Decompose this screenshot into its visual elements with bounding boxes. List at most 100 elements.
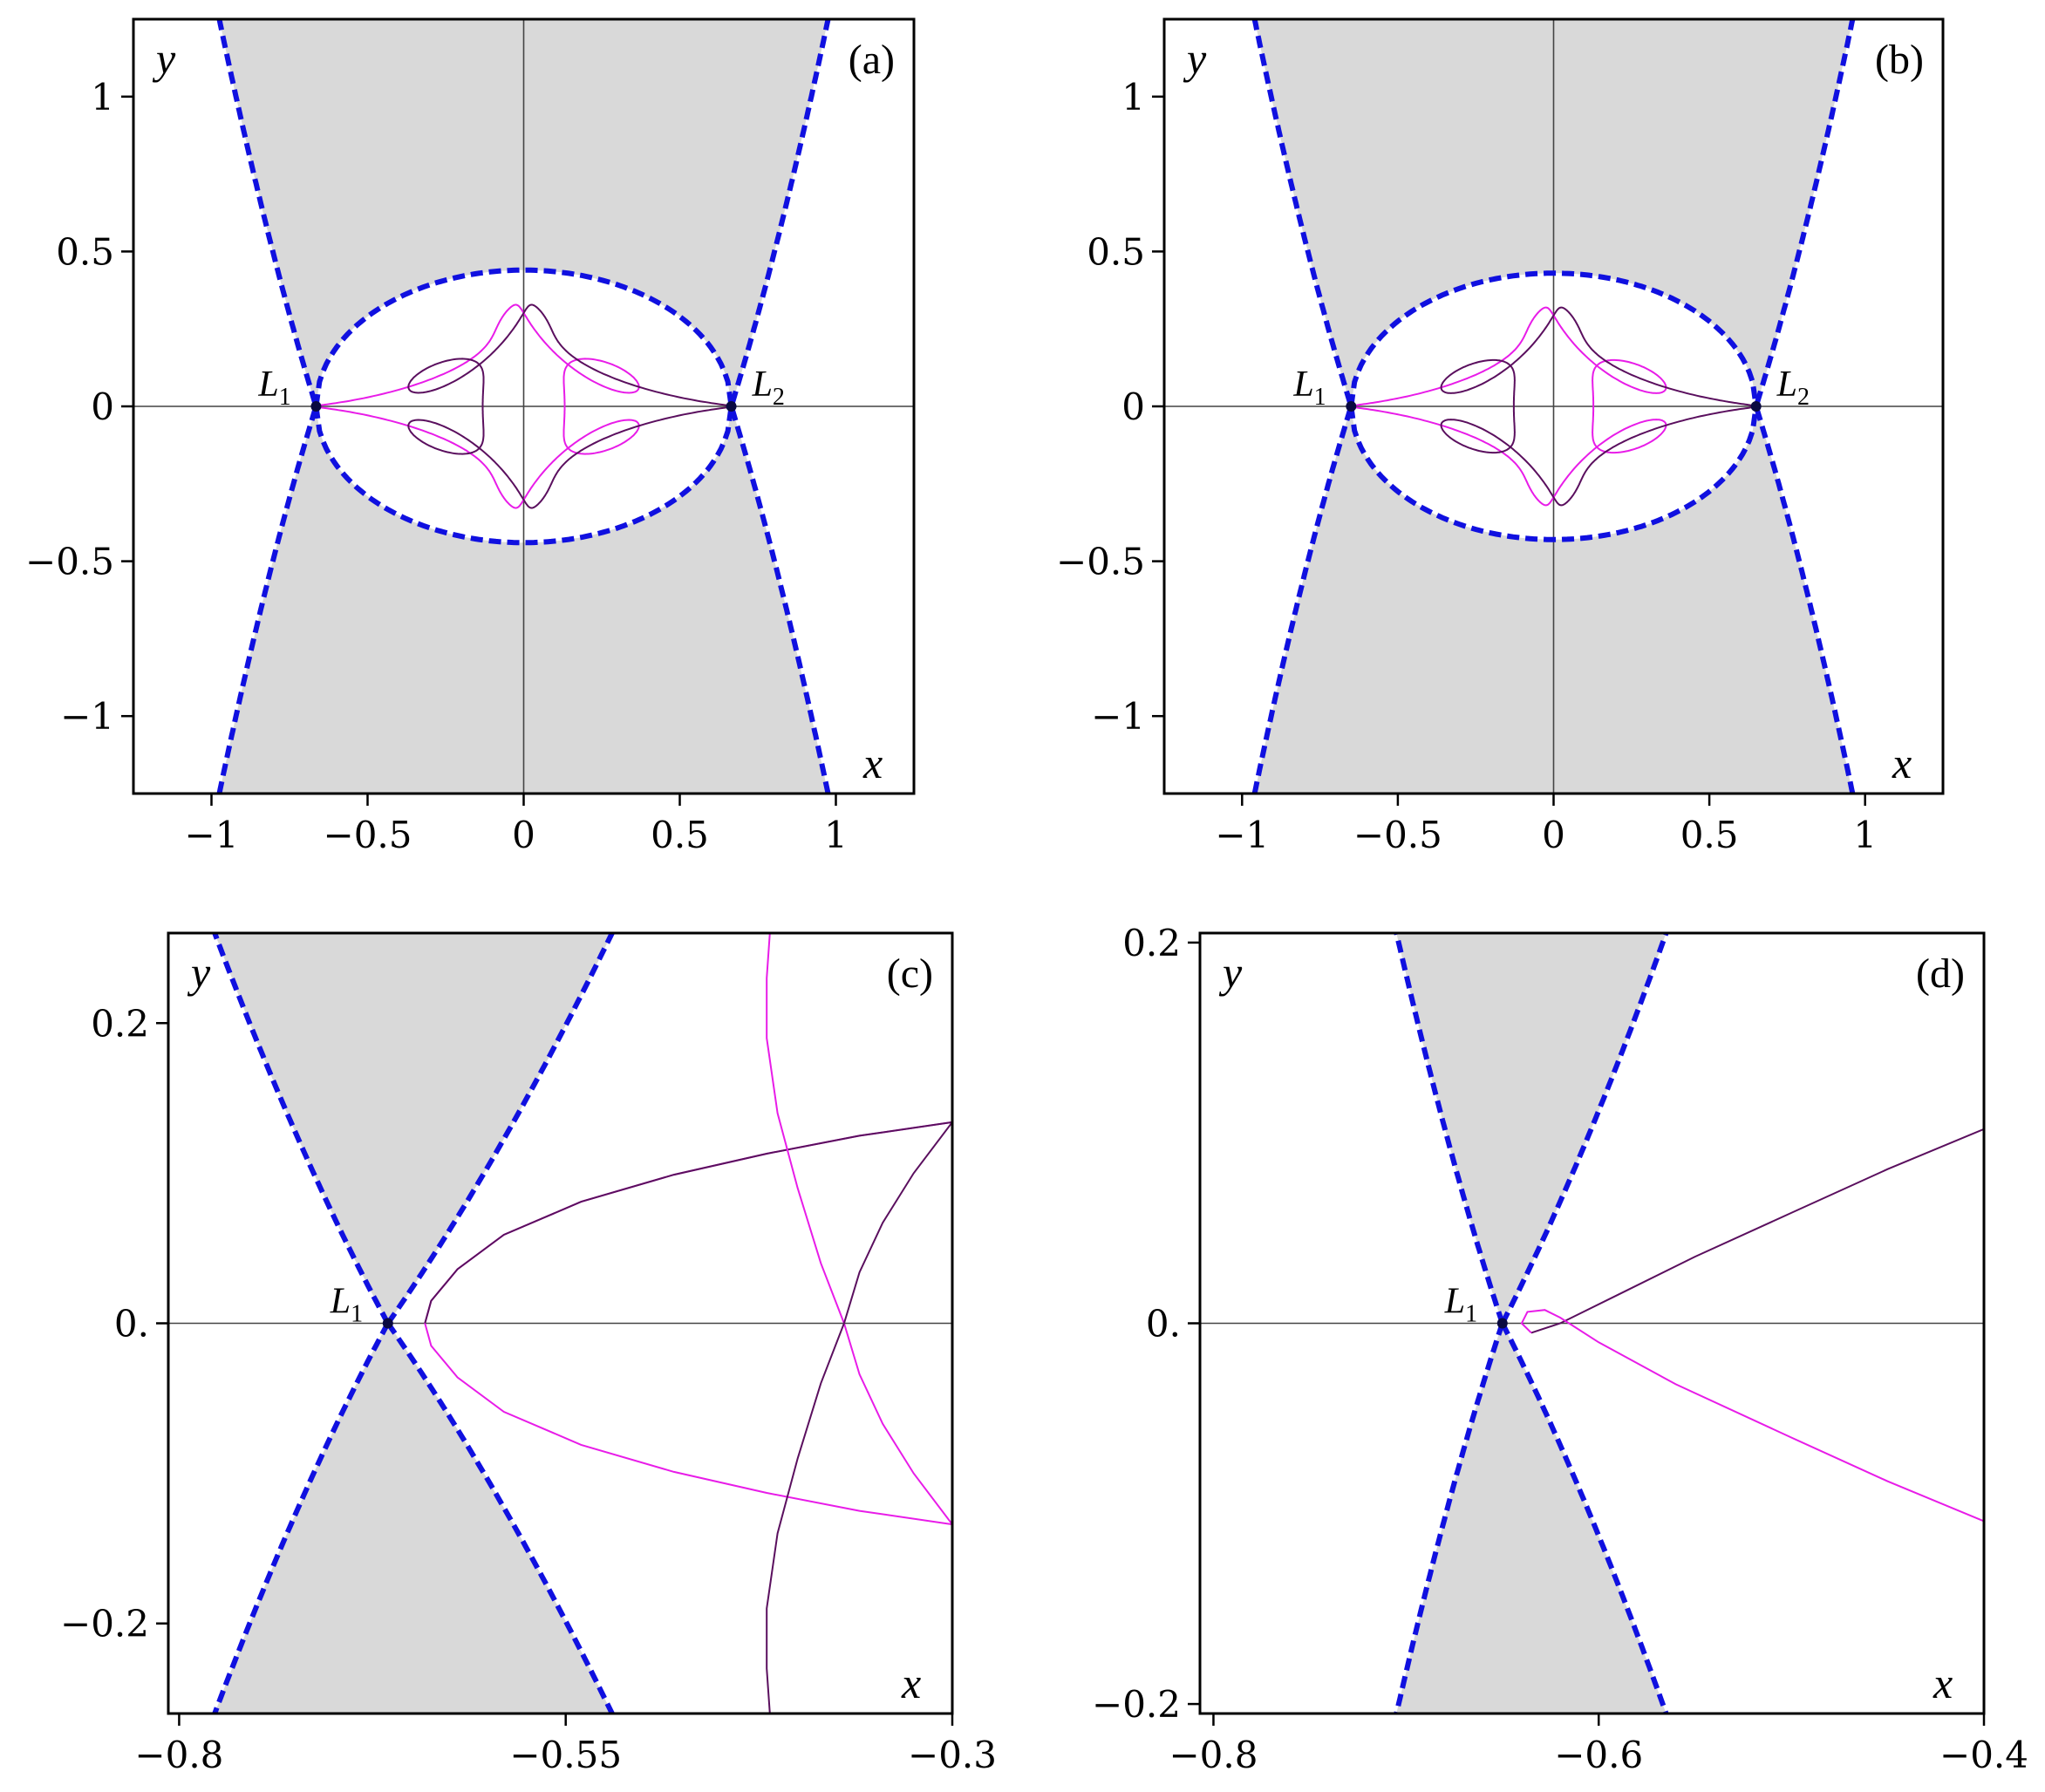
orbit-2 [407, 303, 733, 509]
zero-velocity-curve-1 [1394, 933, 1505, 1325]
orbit-1 [1530, 1128, 1984, 1334]
x-axis-label: x [862, 739, 883, 787]
y-tick-label: −0.2 [60, 1603, 149, 1646]
libration-point-L1 [382, 1318, 393, 1329]
panel-d: L1 −0.8 −0.6 −0.4 0.2 0. −0.2 y x (d) [1092, 922, 2028, 1776]
x-tick-label: 1 [824, 814, 848, 856]
x-axis-label: x [1892, 739, 1912, 787]
x-axis-label: x [1933, 1659, 1953, 1707]
panel-b: L1 L2 −1 −0.5 0 0.5 1 1 0.5 0 −0.5 −1 y x (b) [1056, 17, 1945, 856]
y-tick-label: 0.5 [56, 230, 114, 273]
x-tick-label: 0.5 [651, 814, 709, 856]
plot-area [168, 933, 952, 1714]
zero-velocity-curve-2 [385, 933, 615, 1325]
y-axis-label: y [1218, 948, 1243, 997]
libration-point-label: L1 [1444, 1282, 1477, 1328]
y-tick-label: 0 [1121, 385, 1145, 428]
libration-point-subscript: 1 [351, 1301, 363, 1328]
libration-point-label: L2 [1776, 365, 1810, 411]
zero-velocity-curve-3 [1348, 270, 1759, 407]
libration-point-subscript: 1 [1465, 1301, 1477, 1328]
libration-point-subscript: 1 [1314, 384, 1326, 411]
panel-label: (a) [849, 37, 895, 83]
panel-a: L1 L2 −1 −0.5 0 0.5 1 1 0.5 0 −0.5 −1 y x (a) [25, 17, 916, 856]
zero-velocity-curve-3 [212, 1322, 391, 1714]
libration-point-label: L2 [752, 365, 785, 411]
libration-point-L1 [310, 401, 322, 412]
x-tick-label: 0.5 [1680, 814, 1739, 856]
x-tick-label: −0.6 [1554, 1734, 1643, 1776]
zero-velocity-curve-1 [216, 19, 319, 794]
zero-velocity-curve-4 [385, 1321, 615, 1714]
libration-point-L2 [1750, 401, 1762, 412]
libration-point-label: L1 [257, 365, 290, 411]
y-tick-label: −0.5 [1056, 541, 1145, 583]
zero-velocity-curve-4 [1500, 1322, 1669, 1714]
forbidden-region-bottom [215, 1323, 612, 1714]
x-tick-label: −0.8 [134, 1734, 223, 1776]
x-tick-label: −0.5 [324, 814, 412, 856]
x-tick-label: −0.4 [1939, 1734, 2028, 1776]
libration-point-L2 [726, 401, 737, 412]
y-tick-label: 1 [91, 76, 114, 119]
y-tick-label: −0.2 [1092, 1683, 1181, 1726]
zero-velocity-curve-4 [1348, 405, 1759, 542]
forbidden-region-top [215, 933, 612, 1324]
zero-velocity-curve-1 [1251, 19, 1354, 794]
plot-area [1200, 933, 1984, 1714]
forbidden-region-bottom [1396, 1323, 1667, 1714]
x-axis-label: x [901, 1659, 921, 1707]
libration-point-L1 [1346, 401, 1357, 412]
plot-area [133, 19, 914, 794]
y-tick-label: 0. [114, 1303, 149, 1346]
libration-point-L1 [1496, 1318, 1508, 1329]
zero-velocity-curve-3 [1394, 1322, 1505, 1714]
y-tick-label: 0.5 [1087, 230, 1145, 273]
panel-label: (d) [1916, 951, 1965, 997]
y-tick-label: 0.2 [1122, 922, 1181, 964]
y-tick-label: 0 [91, 385, 114, 428]
panel-label: (b) [1875, 37, 1924, 83]
x-tick-label: −1 [185, 814, 239, 856]
x-tick-label: −0.8 [1169, 1734, 1258, 1776]
orbit-2 [424, 1121, 952, 1324]
zero-velocity-curve-2 [1500, 933, 1669, 1325]
x-tick-label: −0.5 [1353, 814, 1442, 856]
x-tick-label: −0.3 [908, 1734, 997, 1776]
libration-point-subscript: 2 [1797, 384, 1810, 411]
libration-point-label: L1 [1292, 365, 1326, 411]
orbit-4 [766, 1121, 952, 1714]
x-tick-label: 0 [1542, 814, 1565, 856]
orbit-1 [315, 303, 640, 509]
libration-point-label: L1 [330, 1282, 363, 1328]
zero-velocity-curve-3 [313, 267, 734, 407]
x-tick-label: 1 [1853, 814, 1877, 856]
y-axis-label: y [152, 34, 176, 83]
plot-area [1164, 19, 1943, 794]
orbit-3 [766, 933, 952, 1525]
y-tick-label: −1 [60, 695, 114, 738]
x-tick-label: −0.55 [509, 1734, 622, 1776]
orbit-2 [1520, 1309, 1984, 1523]
orbit-1 [1350, 306, 1667, 507]
panel-c: L1 −0.8 −0.55 −0.3 0.2 0. −0.2 y x (c) [60, 931, 997, 1776]
y-axis-label: y [187, 948, 211, 997]
zero-velocity-curve-4 [313, 405, 734, 546]
x-tick-label: −1 [1215, 814, 1269, 856]
y-tick-label: −1 [1091, 695, 1145, 738]
orbit-2 [1440, 306, 1757, 507]
y-axis-label: y [1183, 34, 1207, 83]
y-tick-label: 0.2 [91, 1002, 149, 1045]
x-tick-label: 0 [512, 814, 535, 856]
y-tick-label: 1 [1121, 76, 1145, 119]
libration-point-subscript: 2 [773, 384, 785, 411]
zero-velocity-curve-2 [1753, 19, 1856, 794]
y-tick-label: 0. [1146, 1303, 1181, 1346]
libration-point-subscript: 1 [279, 384, 291, 411]
panel-label: (c) [887, 951, 933, 997]
zero-velocity-curve-1 [212, 933, 391, 1325]
zero-velocity-curve-2 [728, 19, 831, 794]
y-tick-label: −0.5 [25, 541, 114, 583]
forbidden-region-top [1396, 933, 1667, 1324]
